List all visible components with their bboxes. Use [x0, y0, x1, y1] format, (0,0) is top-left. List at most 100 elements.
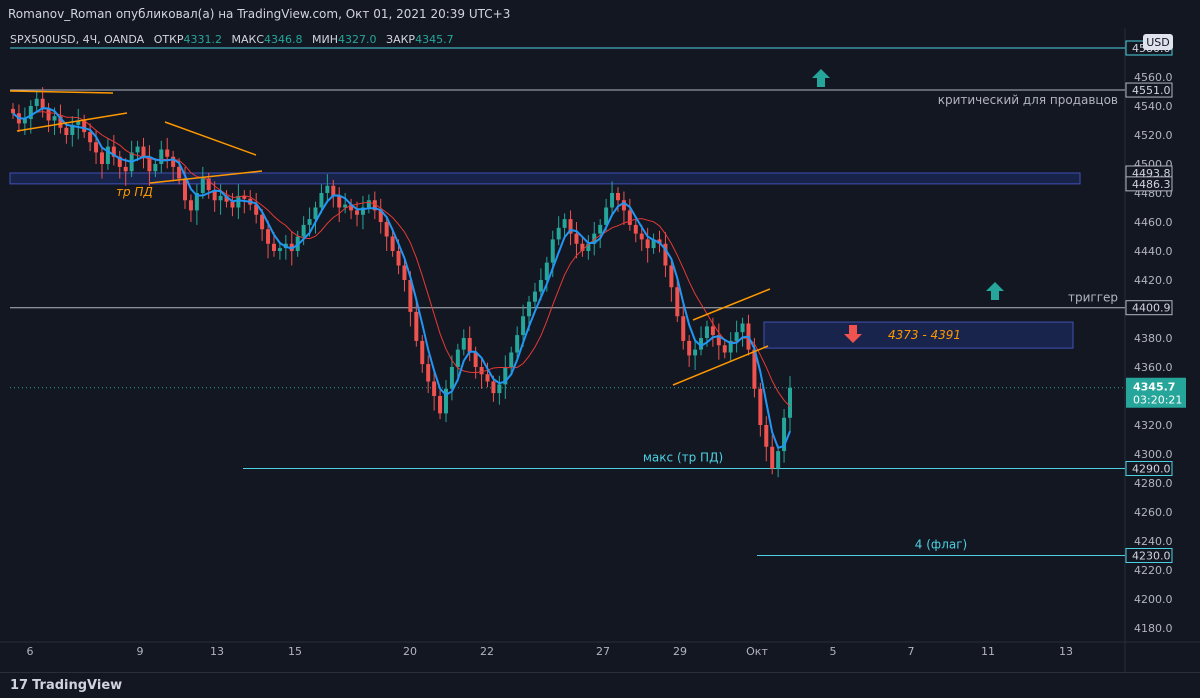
zone-tr-pd[interactable] [9, 172, 1081, 185]
candle-body[interactable] [188, 200, 193, 211]
candle-body[interactable] [396, 251, 401, 266]
candle-body[interactable] [28, 106, 33, 120]
candle-body[interactable] [123, 166, 128, 172]
tradingview-logo[interactable]: 𝟭𝟳 TradingView [10, 678, 122, 693]
candle-body[interactable] [461, 338, 466, 350]
candle-body[interactable] [716, 335, 721, 346]
candle-body[interactable] [420, 340, 425, 365]
candle-body[interactable] [22, 119, 27, 124]
candle-body[interactable] [414, 311, 419, 341]
candle-body[interactable] [64, 127, 69, 135]
candle-body[interactable] [669, 265, 674, 288]
candle-body[interactable] [776, 451, 781, 469]
candle-body[interactable] [325, 185, 330, 193]
candle-body[interactable] [34, 98, 39, 106]
candle-body[interactable] [556, 227, 561, 240]
candle-body[interactable] [645, 239, 650, 249]
candle-body[interactable] [627, 210, 632, 225]
candle-body[interactable] [372, 200, 377, 211]
candle-body[interactable] [580, 243, 585, 251]
candle-body[interactable] [728, 340, 733, 353]
candle-body[interactable] [592, 233, 597, 244]
candle-body[interactable] [651, 239, 656, 249]
candle-body[interactable] [11, 108, 15, 114]
candle-body[interactable] [562, 219, 567, 228]
candle-body[interactable] [479, 367, 484, 375]
candle-body[interactable] [734, 332, 739, 341]
candle-body[interactable] [384, 222, 389, 237]
candle-body[interactable] [271, 243, 276, 251]
candle-body[interactable] [438, 396, 443, 414]
candle-body[interactable] [473, 352, 478, 368]
candle-body[interactable] [574, 233, 579, 244]
candle-body[interactable] [639, 233, 644, 240]
candle-body[interactable] [621, 200, 626, 211]
candle-body[interactable] [183, 178, 188, 201]
candle-body[interactable] [538, 280, 543, 292]
candle-body[interactable] [301, 224, 306, 237]
candle-body[interactable] [610, 193, 615, 208]
candle-body[interactable] [782, 417, 787, 452]
candle-body[interactable] [722, 345, 727, 353]
candle-body[interactable] [230, 201, 235, 208]
candle-body[interactable] [378, 210, 383, 222]
zone-4373-4391[interactable] [763, 321, 1074, 349]
candle-body[interactable] [159, 149, 164, 165]
trendline[interactable] [692, 288, 771, 321]
candle-body[interactable] [449, 367, 454, 389]
candle-body[interactable] [598, 224, 603, 234]
candle-body[interactable] [331, 185, 336, 196]
candle-body[interactable] [165, 149, 170, 157]
candle-body[interactable] [349, 204, 354, 211]
candle-body[interactable] [740, 323, 745, 333]
candle-body[interactable] [171, 156, 176, 167]
candle-body[interactable] [194, 193, 199, 211]
candle-body[interactable] [509, 352, 514, 368]
candle-body[interactable] [764, 425, 769, 447]
candle-body[interactable] [260, 214, 265, 230]
candle-body[interactable] [117, 156, 122, 167]
candle-body[interactable] [224, 195, 229, 202]
candle-body[interactable] [497, 384, 502, 394]
candle-body[interactable] [82, 120, 87, 133]
candle-body[interactable] [586, 243, 591, 251]
candle-body[interactable] [242, 195, 247, 199]
candle-body[interactable] [615, 193, 620, 201]
candle-body[interactable] [687, 340, 692, 356]
candle-body[interactable] [105, 146, 110, 164]
candle-body[interactable] [135, 146, 140, 153]
candle-body[interactable] [212, 190, 217, 201]
trendline[interactable] [9, 90, 114, 94]
candle-body[interactable] [532, 291, 537, 302]
candle-body[interactable] [467, 338, 472, 353]
candle-body[interactable] [455, 349, 460, 367]
candle-body[interactable] [52, 116, 57, 121]
candle-body[interactable] [515, 335, 520, 353]
candle-body[interactable] [758, 388, 763, 425]
candle-body[interactable] [704, 326, 709, 338]
candle-body[interactable] [177, 166, 182, 179]
trendline[interactable] [16, 112, 128, 132]
candle-body[interactable] [277, 248, 282, 251]
trendline[interactable] [149, 170, 263, 184]
candle-body[interactable] [266, 229, 271, 244]
candle-body[interactable] [633, 224, 638, 234]
candle-body[interactable] [254, 204, 259, 215]
candle-body[interactable] [153, 164, 158, 172]
candle-body[interactable] [206, 178, 211, 191]
candle-body[interactable] [99, 152, 104, 164]
candle-body[interactable] [337, 195, 342, 208]
candle-body[interactable] [663, 243, 668, 266]
candle-body[interactable] [443, 388, 448, 414]
candle-body[interactable] [604, 207, 609, 225]
candle-body[interactable] [402, 265, 407, 281]
candle-body[interactable] [200, 178, 205, 194]
candle-body[interactable] [360, 207, 365, 215]
candle-body[interactable] [147, 156, 152, 172]
candle-body[interactable] [236, 195, 241, 208]
candle-body[interactable] [699, 338, 704, 350]
candle-body[interactable] [550, 239, 555, 263]
candle-body[interactable] [426, 364, 431, 382]
candle-body[interactable] [141, 146, 146, 157]
candle-body[interactable] [58, 116, 63, 128]
